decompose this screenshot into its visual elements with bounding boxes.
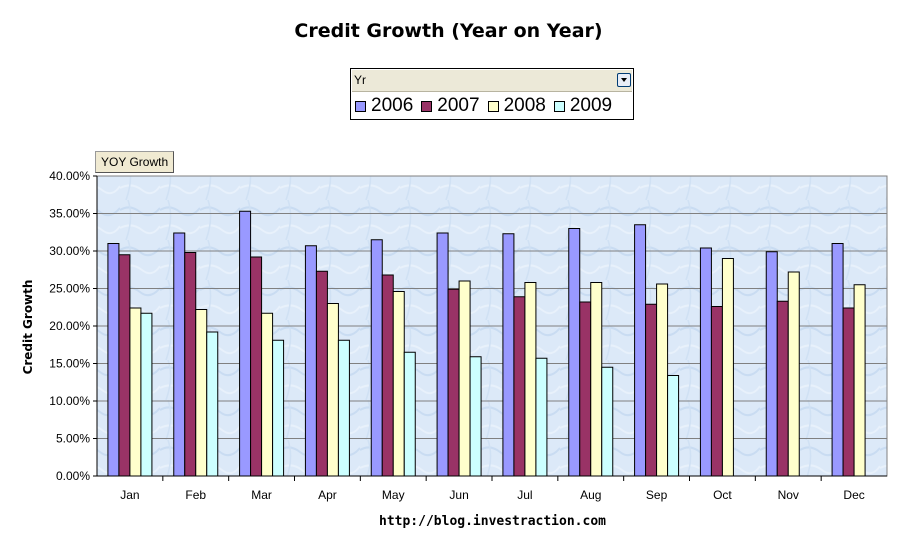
x-tick-label: Sep <box>646 488 668 502</box>
x-tick-labels: Jan Feb Mar Apr May Jun Jul Aug Sep Oct Nov Dec <box>120 476 865 502</box>
bar-2007-feb <box>184 252 197 477</box>
x-tick-label: Aug <box>580 488 601 502</box>
y-tick-labels: 0.00% 5.00% 10.00% 15.00% 20.00% 25.00% 30.00%… <box>49 169 97 483</box>
bar-2008-mar <box>261 312 274 477</box>
bar-2006-jan <box>107 243 120 477</box>
bar-2007-dec <box>842 307 855 477</box>
bar-2006-jul <box>502 233 515 477</box>
bar-2009-aug <box>601 366 614 477</box>
bar-2009-may <box>403 351 416 477</box>
bar-2009-jul <box>535 357 548 477</box>
y-tick-label: 40.00% <box>49 169 90 183</box>
bar-2009-sep <box>667 375 680 477</box>
x-tick-label: Nov <box>778 488 799 502</box>
legend-item-2008: 2008 <box>487 95 546 117</box>
bar-2008-aug <box>590 282 603 477</box>
x-tick-label: May <box>382 488 405 502</box>
x-tick-label: Dec <box>843 488 864 502</box>
legend-item-2006: 2006 <box>355 95 413 117</box>
bar-2006-mar <box>239 210 252 477</box>
legend-swatch-2007 <box>421 100 433 112</box>
bar-2007-sep <box>645 303 658 477</box>
legend-swatch-2006 <box>355 100 366 112</box>
x-tick-label: Oct <box>713 488 732 502</box>
bar-2007-may <box>381 274 394 477</box>
bar-2006-jun <box>436 232 449 477</box>
bar-2009-feb <box>206 331 219 477</box>
legend-item-2007: 2007 <box>421 95 480 117</box>
bar-2008-may <box>392 291 405 477</box>
x-tick-label: Apr <box>318 488 337 502</box>
bar-2009-jan <box>140 312 153 477</box>
legend-label-2007: 2007 <box>437 95 480 116</box>
bar-2006-sep <box>634 224 647 477</box>
bar-2007-mar <box>250 256 263 477</box>
y-tick-label: 15.00% <box>49 357 90 371</box>
bar-2008-apr <box>326 303 339 477</box>
y-tick-label: 20.00% <box>49 319 90 333</box>
legend-label-2006: 2006 <box>371 95 414 116</box>
bar-2008-dec <box>853 284 866 477</box>
bar-2006-dec <box>831 243 844 477</box>
y-tick-label: 30.00% <box>49 244 90 258</box>
bar-2008-jul <box>524 282 537 477</box>
bar-2006-nov <box>765 251 778 477</box>
x-tick-label: Mar <box>251 488 272 502</box>
bar-2008-nov <box>787 271 800 477</box>
bar-2006-apr <box>304 245 317 477</box>
bar-2009-apr <box>337 339 350 477</box>
series-field-button[interactable]: YOY Growth <box>95 151 175 173</box>
legend-item-2009: 2009 <box>553 95 613 117</box>
y-tick-label: 25.00% <box>49 282 90 296</box>
pivot-legend-box: Yr 2006 2007 2008 2009 <box>350 68 634 120</box>
bar-2008-jan <box>129 307 142 477</box>
bar-2008-jun <box>458 280 471 477</box>
bar-2007-jan <box>118 254 131 477</box>
bar-2006-aug <box>568 228 581 477</box>
y-tick-label: 10.00% <box>49 394 90 408</box>
x-tick-label: Jun <box>449 488 468 502</box>
bar-2007-nov <box>776 300 789 477</box>
chart-title: Credit Growth (Year on Year) <box>294 20 603 42</box>
legend-label-2009: 2009 <box>569 95 613 116</box>
bar-2006-oct <box>699 247 712 477</box>
bar-2009-jun <box>469 356 482 477</box>
legend-swatch-2009 <box>553 100 565 112</box>
gridlines <box>97 213 887 439</box>
year-field-label: Yr <box>354 73 366 87</box>
legend-label-2008: 2008 <box>503 95 546 116</box>
bar-2007-apr <box>315 270 328 477</box>
footer-url: http://blog.investraction.com <box>379 514 606 529</box>
bar-2007-jun <box>447 288 460 477</box>
bar-2007-jul <box>513 296 526 477</box>
legend: 2006 2007 2008 2009 <box>355 95 620 117</box>
bar-2006-may <box>370 239 383 477</box>
bar-2009-mar <box>272 339 285 477</box>
bar-2008-sep <box>656 283 669 477</box>
legend-swatch-2008 <box>487 100 499 112</box>
bar-2008-feb <box>195 309 208 477</box>
bar-2007-oct <box>710 306 723 477</box>
bars <box>107 210 866 477</box>
x-tick-label: Jan <box>120 488 139 502</box>
bar-2006-feb <box>173 232 186 477</box>
y-tick-label: 5.00% <box>56 432 90 446</box>
x-tick-label: Feb <box>185 488 206 502</box>
y-tick-label: 35.00% <box>49 207 90 221</box>
y-tick-label: 0.00% <box>56 469 90 483</box>
bar-2007-aug <box>579 301 592 477</box>
x-tick-label: Jul <box>517 488 532 502</box>
chevron-down-icon[interactable] <box>617 73 631 87</box>
bar-2008-oct <box>721 258 734 477</box>
year-field-dropdown[interactable]: Yr <box>352 70 632 92</box>
